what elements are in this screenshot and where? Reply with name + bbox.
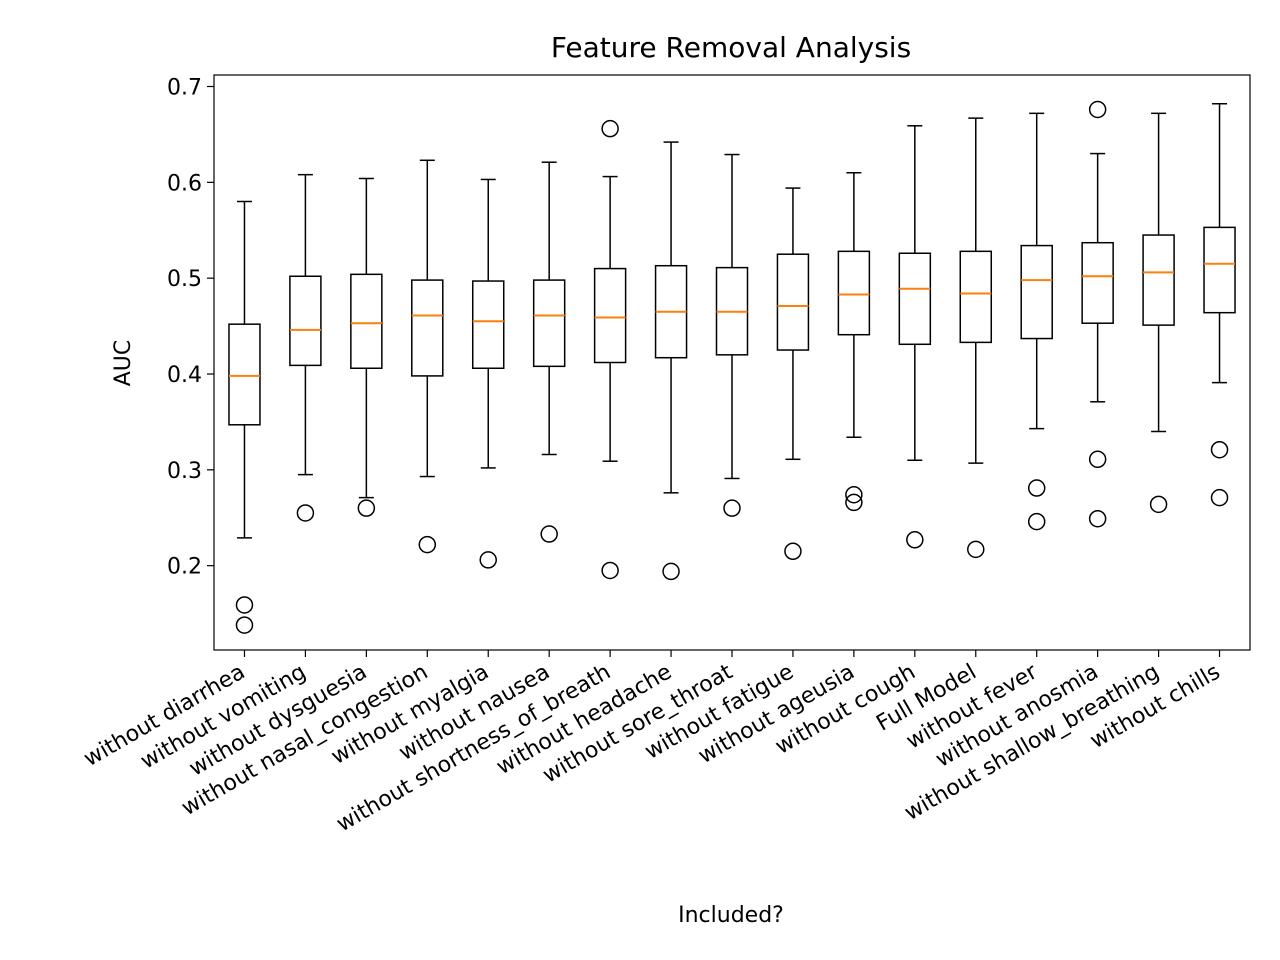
outlier-point [1088,100,1107,119]
outlier-point [1210,488,1229,507]
plot-frame [213,74,1251,651]
outlier-point [357,499,376,517]
outlier-point [967,540,985,559]
iqr-box [898,252,932,346]
y-tick-label: 0.4 [167,363,202,388]
iqr-box [837,250,871,336]
outlier-point [540,525,558,543]
iqr-box [411,279,444,377]
iqr-box [532,279,566,368]
y-tick-label: 0.5 [167,267,202,292]
outlier-point [601,119,619,138]
iqr-box [228,323,261,426]
outlier-point [784,542,802,561]
outlier-point [662,562,680,581]
outlier-point [1088,509,1107,528]
outlier-point [296,504,315,522]
iqr-box [1142,234,1175,326]
outlier-point [479,551,497,569]
iqr-box [959,250,993,344]
outlier-point [1027,512,1046,531]
iqr-box [776,253,810,351]
outlier-point [1088,450,1107,469]
y-tick-label: 0.7 [167,76,202,101]
iqr-box [1081,241,1114,324]
outlier-point [723,499,741,517]
iqr-box [1020,244,1053,340]
outlier-point [1149,495,1168,514]
iqr-box [289,275,322,367]
outlier-point [235,596,254,614]
outlier-point [1027,479,1046,497]
y-tick-label: 0.6 [167,171,202,196]
outlier-point [845,486,863,504]
outlier-point [601,561,619,580]
iqr-box [350,273,383,370]
x-axis-title: Included? [678,903,784,928]
iqr-box [471,280,505,369]
outlier-point [1210,440,1229,459]
chart-title: Feature Removal Analysis [551,31,911,64]
outlier-point [906,531,924,549]
iqr-box [593,267,627,364]
outlier-point [418,535,437,554]
iqr-box [1203,226,1236,314]
y-axis-title: AUC [111,340,136,387]
y-tick-label: 0.2 [167,555,202,580]
outlier-point [235,616,254,634]
outlier-point [845,493,863,512]
y-tick-label: 0.3 [167,459,202,484]
